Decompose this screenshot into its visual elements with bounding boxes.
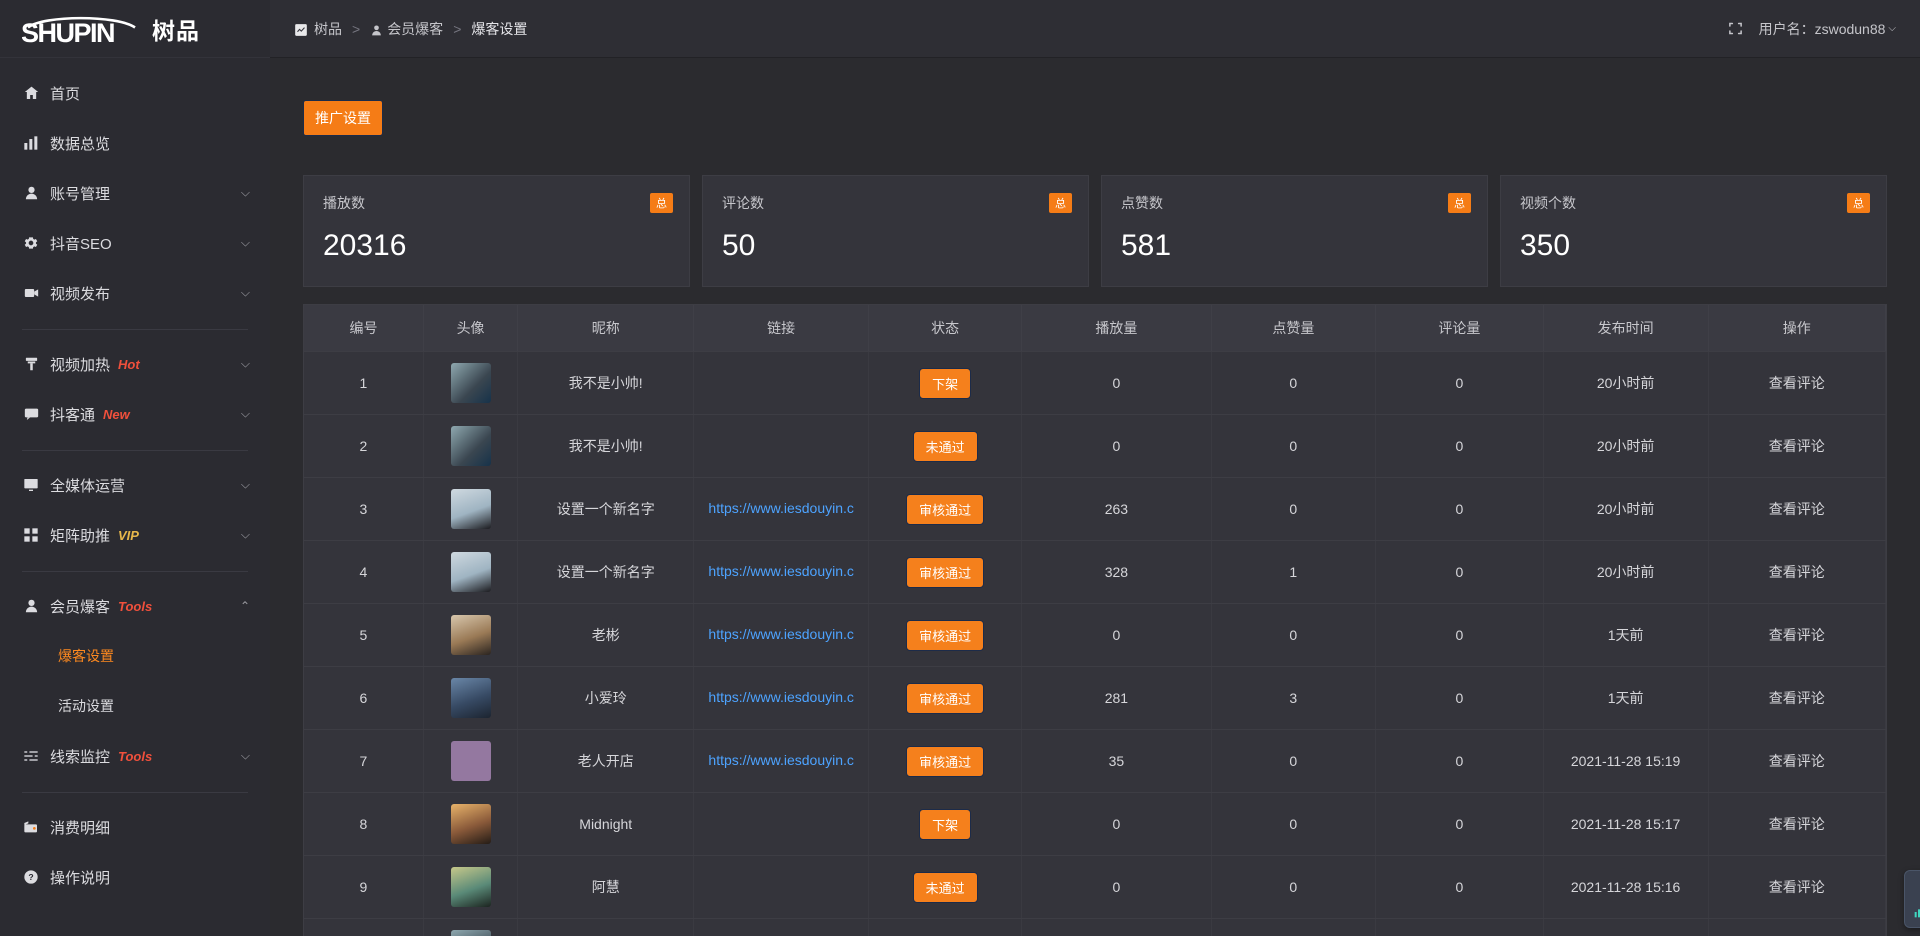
svg-text:SHUPIN: SHUPIN: [22, 18, 114, 44]
svg-text:?: ?: [28, 872, 33, 882]
